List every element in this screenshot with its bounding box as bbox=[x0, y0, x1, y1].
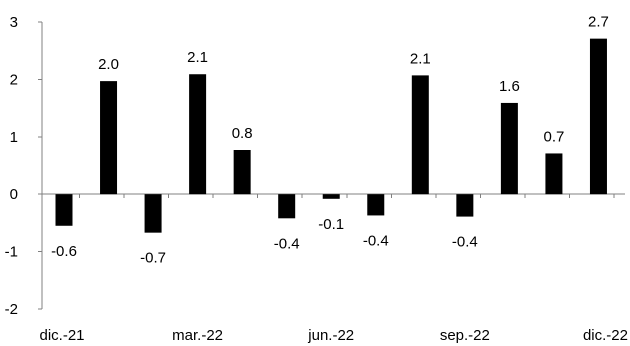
bar bbox=[589, 38, 607, 195]
data-label: 2.7 bbox=[588, 14, 609, 31]
x-axis: dic.-21 mar.-22 jun.-22 sep.-22 dic.-22 bbox=[39, 193, 628, 344]
data-label: 1.6 bbox=[499, 78, 520, 95]
data-label: 0.8 bbox=[232, 125, 253, 142]
data-label: 0.7 bbox=[543, 128, 564, 145]
x-tick-label: jun.-22 bbox=[307, 327, 354, 344]
bar bbox=[189, 74, 207, 195]
bar bbox=[322, 194, 340, 199]
bars bbox=[55, 38, 607, 233]
y-tick-label: 2 bbox=[10, 71, 18, 88]
y-tick-label: 0 bbox=[10, 186, 18, 203]
data-label: -0.1 bbox=[318, 216, 344, 233]
data-label: 2.1 bbox=[410, 50, 431, 67]
data-label: -0.6 bbox=[51, 243, 77, 260]
x-tick-label: dic.-22 bbox=[583, 327, 628, 344]
y-axis: -2 -1 0 1 2 3 bbox=[5, 14, 43, 318]
y-tick-label: -2 bbox=[5, 301, 18, 318]
x-tick-label: dic.-21 bbox=[39, 327, 84, 344]
bar bbox=[456, 194, 474, 217]
data-label: 2.1 bbox=[187, 49, 208, 66]
bar bbox=[367, 194, 385, 216]
data-label: -0.7 bbox=[140, 250, 166, 267]
data-label: -0.4 bbox=[363, 232, 389, 249]
y-tick-label: 1 bbox=[10, 129, 18, 146]
bar bbox=[411, 75, 429, 195]
bar bbox=[233, 150, 251, 195]
x-tick-label: sep.-22 bbox=[440, 327, 490, 344]
bar bbox=[500, 102, 518, 195]
data-label: 2.0 bbox=[98, 56, 119, 73]
x-tick-label: mar.-22 bbox=[172, 327, 223, 344]
data-label: -0.4 bbox=[452, 234, 478, 251]
data-label: -0.4 bbox=[274, 235, 300, 252]
bar bbox=[144, 194, 162, 233]
bar bbox=[545, 153, 563, 195]
bar bbox=[55, 194, 73, 226]
y-tick-label: 3 bbox=[10, 14, 18, 31]
y-tick-label: -1 bbox=[5, 244, 18, 261]
data-labels: -0.6 2.0 -0.7 2.1 0.8 -0.4 -0.1 -0.4 2.1 -0.4 1.6 0… bbox=[51, 14, 609, 267]
bar bbox=[278, 194, 296, 219]
bar bbox=[100, 81, 118, 195]
